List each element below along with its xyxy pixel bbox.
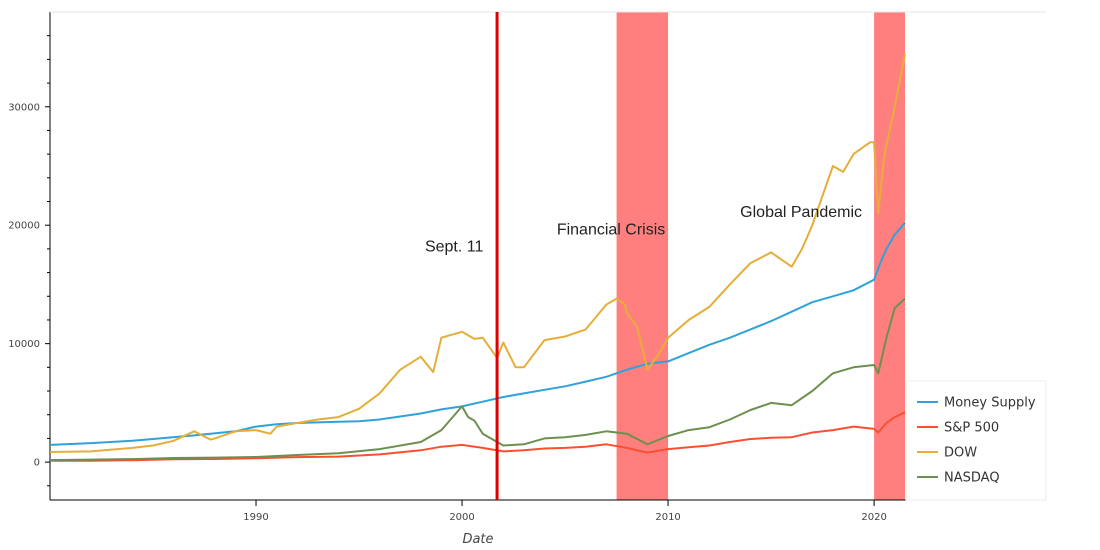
annotation-label: Financial Crisis — [557, 222, 665, 239]
legend: Money Supply S&P 500 DOW NASDAQ — [905, 380, 1047, 501]
annotation-label: Sept. 11 — [425, 238, 484, 255]
y-tick-label: 20000 — [8, 221, 40, 232]
legend-box — [905, 380, 1047, 501]
series-lines — [49, 53, 906, 462]
x-axis-title: Date — [462, 532, 493, 547]
legend-label: NASDAQ — [944, 471, 1000, 486]
legend-label: Money Supply — [944, 396, 1036, 411]
y-tick-label: 30000 — [8, 102, 40, 113]
annotations: Sept. 11 Financial Crisis Global Pandemic — [425, 204, 862, 255]
series-line-nasdaq — [49, 297, 906, 462]
event-band-2 — [874, 12, 905, 500]
series-line-dow — [49, 53, 906, 453]
x-tick-label: 2010 — [655, 512, 680, 523]
x-ticks: 1990 2000 2010 2020 — [243, 500, 887, 523]
x-tick-label: 2000 — [449, 512, 474, 523]
x-tick-label: 2020 — [861, 512, 886, 523]
y-tick-label: 0 — [34, 458, 40, 469]
event-band-1 — [616, 12, 669, 500]
legend-label: DOW — [944, 446, 977, 461]
series-line-money-supply — [49, 222, 906, 446]
series-line-s-p-500 — [49, 411, 906, 462]
legend-label: S&P 500 — [944, 421, 999, 436]
y-ticks: 0 10000 20000 30000 — [8, 35, 50, 487]
x-tick-label: 1990 — [243, 512, 268, 523]
y-tick-label: 10000 — [8, 339, 40, 350]
annotation-label: Global Pandemic — [740, 204, 862, 221]
plot-frame — [49, 11, 1046, 501]
event-bands — [616, 12, 905, 500]
